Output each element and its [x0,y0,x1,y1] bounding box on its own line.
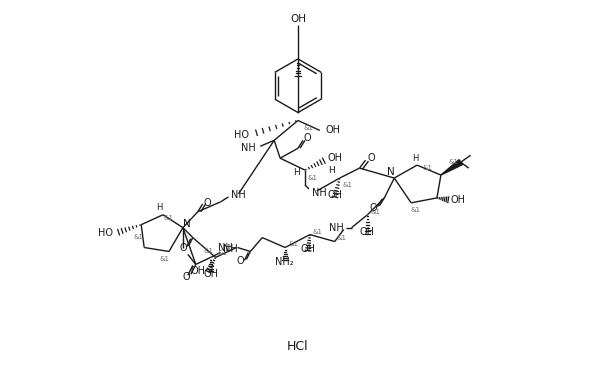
Text: OH: OH [290,14,306,24]
Text: &1: &1 [308,175,318,181]
Text: &1: &1 [370,209,380,215]
Text: N: N [387,167,395,177]
Text: &1: &1 [422,165,432,171]
Text: &1: &1 [410,207,420,213]
Text: &1: &1 [337,235,347,241]
Text: OH: OH [300,245,315,254]
Text: OH: OH [203,269,218,279]
Text: NH: NH [241,143,255,153]
Text: O: O [182,272,190,282]
Text: NH: NH [231,190,246,200]
Text: H: H [328,166,335,174]
Text: &1: &1 [164,215,174,221]
Text: H: H [293,168,299,177]
Text: OH: OH [191,266,206,276]
Text: HO: HO [98,228,113,238]
Text: NH₂: NH₂ [275,257,293,268]
Text: O: O [303,133,311,143]
Text: &1: &1 [313,228,323,235]
Text: O: O [204,198,212,208]
Text: NH: NH [312,188,327,198]
Polygon shape [441,160,462,175]
Text: &1: &1 [304,126,314,131]
Text: O: O [368,153,375,163]
Text: HCl: HCl [287,340,309,353]
Text: &1: &1 [159,256,169,262]
Text: O: O [370,203,377,213]
Text: H: H [156,203,162,212]
Text: OH: OH [328,153,343,163]
Text: &1: &1 [204,249,214,254]
Text: OH: OH [360,227,375,237]
Text: &1: &1 [288,241,298,246]
Text: O: O [237,256,244,266]
Text: OH: OH [327,190,342,200]
Text: N: N [183,219,191,229]
Text: O: O [179,242,187,253]
Text: NH: NH [222,245,237,254]
Text: OH: OH [451,195,466,205]
Text: OH: OH [326,126,341,135]
Text: &1: &1 [343,182,353,188]
Text: H: H [412,154,418,163]
Text: NH: NH [329,223,344,233]
Text: NH: NH [218,242,232,253]
Text: &1: &1 [134,234,143,239]
Text: HO: HO [234,130,249,141]
Text: &1: &1 [449,159,459,165]
Text: &1: &1 [218,250,228,257]
